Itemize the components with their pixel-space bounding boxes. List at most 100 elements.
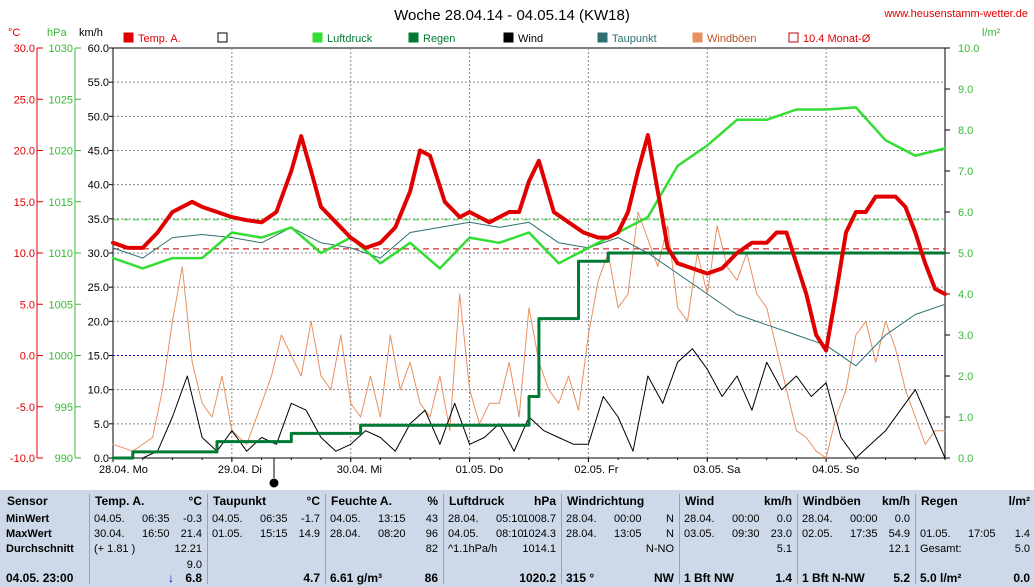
wind-tick-label: 35.0 xyxy=(88,214,109,226)
legend-swatch xyxy=(217,32,228,43)
rain-tick-label: 8.0 xyxy=(958,125,973,137)
stats-column-regen: Regen l/m² 01.05. 17:05 1.4 Gesamt: 5.0 5.0 l/m… xyxy=(916,494,1034,586)
stats-row: 04.05. 08:10 1024.3 xyxy=(448,527,556,542)
stats-column-wind: Wind km/h 28.04. 00:00 0.0 03.05. 09:30 23.0 5.1… xyxy=(680,494,798,585)
stats-cell-value: NW xyxy=(654,571,674,585)
stats-column-header: Windböen xyxy=(803,494,861,508)
stats-row: 28.04. 05:10 1008.7 xyxy=(448,512,556,527)
stats-cell-value: 1.4 xyxy=(775,571,792,585)
x-tick-label: 30.04. Mi xyxy=(337,464,382,476)
press-tick-label: 995 xyxy=(55,402,73,414)
series-windben-line xyxy=(112,211,946,459)
stats-cell-a: Durchschnitt xyxy=(6,543,74,555)
legend-swatch xyxy=(503,32,514,43)
stats-cell-b: 08:10 xyxy=(496,528,524,540)
stats-row: 28.04. 00:00 0.0 xyxy=(802,512,910,527)
stats-current-row: 5.0 l/m² 0.0 xyxy=(920,571,1030,586)
temp-tick-label: 5.0 xyxy=(20,299,35,311)
legend-swatch xyxy=(408,32,419,43)
wind-tick-label: 50.0 xyxy=(88,111,109,123)
stats-cell-a: 28.04. xyxy=(448,513,479,525)
legend-label: Taupunkt xyxy=(612,33,657,45)
stats-cell-value: 6.8 xyxy=(185,571,202,585)
stats-column-taupunkt: Taupunkt °C 04.05. 06:35 -1.7 01.05. 15:15 14.9… xyxy=(208,494,326,586)
series-taupunkt-line xyxy=(112,221,946,367)
stats-row: 5.1 xyxy=(684,542,792,557)
stats-row: Durchschnitt xyxy=(6,542,84,557)
stats-column-tempa: Temp. A. °C 04.05. 06:35 -0.3 30.04. 16:50 21.4… xyxy=(90,494,208,585)
rain-tick-label: 1.0 xyxy=(958,412,973,424)
x-tick-label: 28.04. Mo xyxy=(99,464,148,476)
x-tick-label: 02.05. Fr xyxy=(574,464,618,476)
rain-tick-label: 4.0 xyxy=(958,289,973,301)
legend-label: Regen xyxy=(423,33,455,45)
stats-row: 28.04. 00:00 0.0 xyxy=(684,512,792,527)
stats-cell-value: 1014.1 xyxy=(522,543,556,555)
stats-row: 03.05. 09:30 23.0 xyxy=(684,527,792,542)
wind-tick-label: 10.0 xyxy=(88,385,109,397)
x-tick-label: 01.05. Do xyxy=(456,464,504,476)
stats-current-row: 4.7 xyxy=(212,571,320,586)
stats-column-header: Taupunkt xyxy=(213,494,267,508)
stats-current-row: 04.05. 23:00 xyxy=(6,571,84,586)
stats-cell-a: 28.04. xyxy=(566,513,597,525)
stats-cell-value: 12.21 xyxy=(174,543,202,555)
stats-cell-value: 0.0 xyxy=(894,513,910,525)
stats-cell-value: 5.2 xyxy=(893,571,910,585)
legend-swatch xyxy=(123,32,134,43)
stats-cell-value: 0.0 xyxy=(1013,571,1030,585)
stats-cell-a: 28.04. xyxy=(802,513,833,525)
press-tick-label: 1005 xyxy=(49,299,73,311)
stats-row: 04.05. 06:35 -1.7 xyxy=(212,512,320,527)
stats-cell-b: 00:00 xyxy=(614,513,642,525)
stats-cell-value: 21.4 xyxy=(180,528,202,540)
x-tick-label: 03.05. Sa xyxy=(693,464,741,476)
stats-cell-a: 28.04. xyxy=(684,513,715,525)
x-tick-label: 04.05. So xyxy=(812,464,859,476)
stats-cell-b: 15:15 xyxy=(260,528,288,540)
series-luftdruck-line xyxy=(111,106,947,270)
stats-cell-a: 01.05. xyxy=(920,528,951,540)
stats-cell-a: 1 Bft NW xyxy=(684,571,734,585)
stats-cell-value: N xyxy=(666,513,674,525)
stats-cell-a: 03.05. xyxy=(684,528,715,540)
legend-swatch xyxy=(597,32,608,43)
stats-cell-b: 13:05 xyxy=(614,528,642,540)
stats-cell-a: 5.0 l/m² xyxy=(920,571,962,585)
stats-cell-value: 1.4 xyxy=(1014,528,1030,540)
series-tempa-line xyxy=(111,133,947,353)
press-tick-label: 1025 xyxy=(49,94,73,106)
legend-swatch xyxy=(692,32,703,43)
stats-column-header: Regen xyxy=(921,494,958,508)
rain-tick-label: 9.0 xyxy=(958,84,973,96)
stats-row: 30.04. 16:50 21.4 xyxy=(94,527,202,542)
stats-row: 28.04. 13:05 N xyxy=(566,527,674,542)
press-tick-label: 1000 xyxy=(49,351,73,363)
stats-cell-b: ↓ xyxy=(168,571,174,585)
stats-cell-b: 17:35 xyxy=(850,528,878,540)
wind-axis-unit: km/h xyxy=(79,27,103,39)
stats-column-header: Luftdruck xyxy=(449,494,505,508)
stats-row: 01.05. 17:05 1.4 xyxy=(920,527,1030,542)
temp-tick-label: 15.0 xyxy=(14,197,35,209)
series-wind-line xyxy=(112,348,946,459)
stats-cell-a: 01.05. xyxy=(212,528,243,540)
press-tick-label: 1015 xyxy=(49,197,73,209)
stats-row: ^1.1hPa/h 1014.1 xyxy=(448,542,556,557)
wind-tick-label: 45.0 xyxy=(88,146,109,158)
stats-cell-a: MinWert xyxy=(6,513,50,525)
stats-column-windrichtung: Windrichtung 28.04. 00:00 N 28.04. 13:05 N N-NO… xyxy=(562,494,680,585)
rain-tick-label: 10.0 xyxy=(958,43,979,55)
stats-cell-b: 13:15 xyxy=(378,513,406,525)
stats-row: MinWert xyxy=(6,512,84,527)
press-axis-unit: hPa xyxy=(47,27,67,39)
stats-column-unit: % xyxy=(427,494,438,508)
stats-cell-a: Gesamt: xyxy=(920,543,962,555)
stats-column-unit: °C xyxy=(306,494,320,508)
stats-cell-a: 28.04. xyxy=(566,528,597,540)
stats-row: 9.0 xyxy=(94,558,202,573)
wind-tick-label: 0.0 xyxy=(94,453,109,465)
stats-column-feuchtea: Feuchte A.% 04.05. 13:15 43 28.04. 08:20 96 82 6… xyxy=(326,494,444,585)
press-tick-label: 1020 xyxy=(49,146,73,158)
stats-cell-a: 04.05. 23:00 xyxy=(6,571,74,585)
